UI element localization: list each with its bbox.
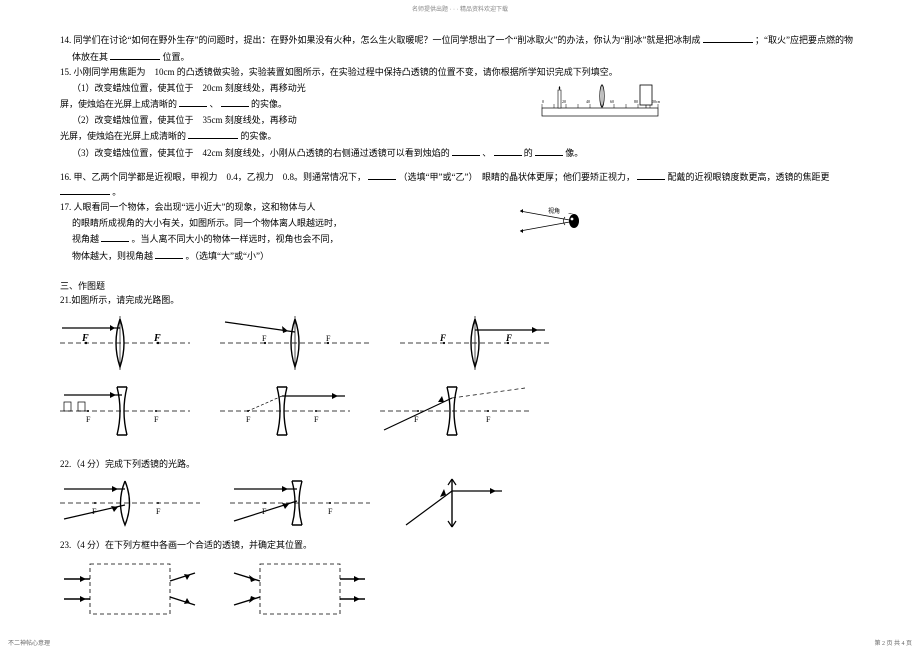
q17-blank-2 xyxy=(155,249,183,259)
q21-fig-f: FF xyxy=(380,382,530,440)
q15-blank-3a xyxy=(452,146,480,156)
q15-sub1a: （1）改变蜡烛位置，使其位于 20cm 刻度线处，再移动光 xyxy=(72,82,540,96)
q14-blank-1 xyxy=(703,33,753,43)
q14-line2-a: 体放在其 xyxy=(72,52,108,62)
q21-fig-a: F F xyxy=(60,314,190,372)
q15-blank-3c xyxy=(535,146,563,156)
q15-sub1b-tail: 的实像。 xyxy=(251,99,287,109)
q15-sub3-end: 像。 xyxy=(565,148,583,158)
q16-c: 配戴的近视眼镜度数更高，透镜的焦距更 xyxy=(668,172,830,182)
q14-text-a: 14. 同学们在讨论“如何在野外生存”的问题时，提出：在野外如果没有火种，怎么生… xyxy=(60,35,700,45)
q17-line4b: 。（选填“大”或“小”） xyxy=(186,251,269,261)
q21-fig-e: FF xyxy=(220,382,350,440)
question-14: 14. 同学们在讨论“如何在野外生存”的问题时，提出：在野外如果没有火种，怎么生… xyxy=(60,33,860,48)
svg-text:F: F xyxy=(328,507,333,516)
q15-sub3: （3）改变蜡烛位置，使其位于 42cm 刻度线处，小刚从凸透镜的右侧通过透镜可以… xyxy=(72,148,450,158)
q22-fig-a: FF xyxy=(60,477,200,529)
q15-sub3-mid: 、 xyxy=(482,148,491,158)
optical-bench-figure: 0 20 40 60 80 100cm xyxy=(540,82,860,146)
question-16: 16. 甲、乙两个同学都是近视眼，甲视力 0.4，乙视力 0.8。则通常情况下，… xyxy=(60,170,860,199)
q16-a: 16. 甲、乙两个同学都是近视眼，甲视力 0.4，乙视力 0.8。则通常情况下， xyxy=(60,172,366,182)
section-3-title: 三、作图题 xyxy=(60,279,860,292)
q16-b: （选填“甲”或“乙”） 眼睛的晶状体更厚；他们要矫正视力， xyxy=(399,172,635,182)
q23-row xyxy=(60,559,860,617)
svg-text:F: F xyxy=(414,415,419,424)
q15-sub2b-row: 光屏，使烛焰在光屏上成清晰的 的实像。 xyxy=(60,129,540,144)
question-15: 15. 小刚同学用焦距为 10cm 的凸透镜做实验，实验装置如图所示，在实验过程… xyxy=(60,66,860,80)
q21-row-1: F F FF F F xyxy=(60,314,860,372)
q15-sub1b-mid: 、 xyxy=(210,99,219,109)
q15-blank-1a xyxy=(179,97,207,107)
q17-line4a: 物体越大，则视角越 xyxy=(72,251,153,261)
q17-line3b: 。当人离不同大小的物体一样远时，视角也会不同， xyxy=(132,234,339,244)
svg-text:F: F xyxy=(314,415,319,424)
svg-text:F: F xyxy=(486,415,491,424)
q21-fig-d: FF xyxy=(60,382,190,440)
q16-d: 。 xyxy=(112,187,121,197)
svg-text:F: F xyxy=(439,333,446,343)
q15-sub1b: 屏，使烛焰在光屏上成清晰的 xyxy=(60,99,177,109)
q15-sub2b: 光屏，使烛焰在光屏上成清晰的 xyxy=(60,131,186,141)
q14-text-tail: ；“取火”应把要点燃的物 xyxy=(755,35,853,45)
svg-text:F: F xyxy=(262,334,267,343)
q17-line3a: 视角越 xyxy=(72,234,99,244)
q21-fig-b: FF xyxy=(220,314,370,372)
q22-fig-c xyxy=(400,477,510,529)
q16-blank-3 xyxy=(60,185,110,195)
svg-text:60: 60 xyxy=(610,99,614,104)
q15-sub2b-tail: 的实像。 xyxy=(241,131,277,141)
svg-text:F: F xyxy=(326,334,331,343)
q16-blank-2 xyxy=(637,170,665,180)
main-content: 14. 同学们在讨论“如何在野外生存”的问题时，提出：在野外如果没有火种，怎么生… xyxy=(0,13,920,617)
q15-sub3-row: （3）改变蜡烛位置，使其位于 42cm 刻度线处，小刚从凸透镜的右侧通过透镜可以… xyxy=(72,146,860,161)
svg-text:F: F xyxy=(246,415,251,424)
svg-text:F: F xyxy=(154,415,159,424)
q17-line2: 的眼睛所成视角的大小有关，如图所示。同一个物体离人眼越远时， xyxy=(72,217,510,231)
q17-line1: 17. 人眼看同一个物体，会出现“远小近大”的现象，这和物体与人 xyxy=(60,201,510,215)
svg-text:0: 0 xyxy=(542,99,544,104)
q15-sub3-tail: 的 xyxy=(524,148,533,158)
q16-blank-1 xyxy=(368,170,396,180)
q15-sub2a: （2）改变蜡烛位置，使其位于 35cm 刻度线处，再移动 xyxy=(72,114,540,128)
footer-left: 不二神帖心意理 xyxy=(8,638,50,647)
q21-fig-c: F F xyxy=(400,314,550,372)
q23-fig-b xyxy=(230,559,370,617)
view-angle-figure: 视角 xyxy=(510,201,860,265)
svg-text:F: F xyxy=(156,507,161,516)
svg-text:视角: 视角 xyxy=(548,207,560,215)
svg-text:40: 40 xyxy=(586,99,590,104)
q17-line4: 物体越大，则视角越 。（选填“大”或“小”） xyxy=(72,249,510,264)
q17-line3: 视角越 。当人离不同大小的物体一样远时，视角也会不同， xyxy=(72,232,510,247)
question-22: 22.（4 分）完成下列透镜的光路。 xyxy=(60,458,860,472)
q22-row: FF FF xyxy=(60,477,860,529)
q23-fig-a xyxy=(60,559,200,617)
q14-line2-tail: 位置。 xyxy=(163,52,190,62)
question-21: 21.如图所示，请完成光路图。 xyxy=(60,294,860,308)
q14-blank-2 xyxy=(110,50,160,60)
q15-blank-1b xyxy=(221,97,249,107)
q17-blank-1 xyxy=(101,232,129,242)
q15-blank-3b xyxy=(494,146,522,156)
svg-text:F: F xyxy=(505,333,512,343)
q21-row-2: FF FF FF xyxy=(60,382,860,440)
footer-right: 第 2 页 共 4 页 xyxy=(874,638,912,647)
q22-fig-b: FF xyxy=(230,477,370,529)
page-header-watermark: 名师提供出题 · · · 精品资料欢迎下载 xyxy=(0,0,920,13)
svg-text:80: 80 xyxy=(634,99,638,104)
q15-blank-2 xyxy=(188,129,238,139)
q15-sub1b-row: 屏，使烛焰在光屏上成清晰的 、 的实像。 xyxy=(60,97,540,112)
question-23: 23.（4 分）在下列方框中各画一个合适的透镜，并确定其位置。 xyxy=(60,539,860,553)
svg-text:20: 20 xyxy=(562,99,566,104)
svg-text:F: F xyxy=(86,415,91,424)
question-14-line2: 体放在其 位置。 xyxy=(72,50,860,65)
